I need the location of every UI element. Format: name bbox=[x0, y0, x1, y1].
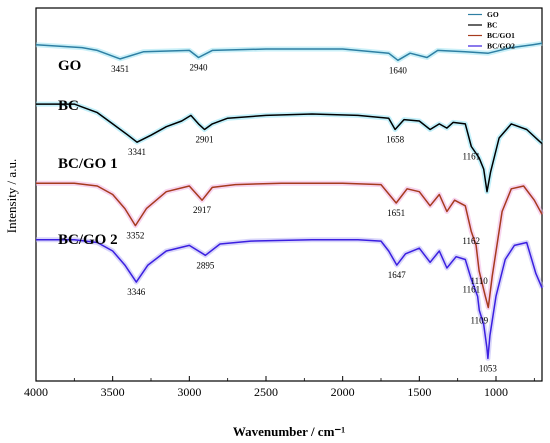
series-glow-bc-go2 bbox=[36, 237, 545, 361]
x-tick-label: 3000 bbox=[177, 385, 201, 399]
legend-label: BC/GO2 bbox=[487, 42, 515, 51]
series-label-bc-go1: BC/GO 1 bbox=[58, 156, 118, 172]
series-line-bc-go1 bbox=[36, 182, 543, 309]
x-tick-label: 2000 bbox=[331, 385, 355, 399]
x-tick-label: 1000 bbox=[484, 385, 508, 399]
peak-label: 2901 bbox=[196, 135, 214, 145]
series-label-bc-go2: BC/GO 2 bbox=[58, 232, 118, 248]
peak-label: 3451 bbox=[111, 64, 129, 74]
x-tick-label: 1500 bbox=[407, 385, 431, 399]
peak-label: 1640 bbox=[389, 65, 408, 75]
peak-label: 3346 bbox=[127, 287, 146, 297]
x-tick-label: 4000 bbox=[24, 385, 48, 399]
peak-label: 1162 bbox=[462, 236, 480, 246]
peak-label: 1161 bbox=[462, 284, 480, 294]
x-tick-label: 2500 bbox=[254, 385, 278, 399]
peak-label: 1658 bbox=[386, 135, 405, 145]
series-line-bc-go2 bbox=[36, 238, 543, 360]
peak-label: 2917 bbox=[193, 205, 212, 215]
x-axis-ticks: 4000 3500 3000 2500 2000 1500 1000 bbox=[24, 376, 535, 399]
peak-label: 1647 bbox=[388, 270, 407, 280]
peak-label: 2895 bbox=[196, 260, 215, 270]
peak-label: 1110 bbox=[470, 276, 488, 286]
x-axis-title: Wavenumber / cm⁻¹ bbox=[233, 424, 345, 439]
series-layer: GO BC BC/GO 1 BC/GO 2 bbox=[35, 40, 545, 361]
legend-label: BC bbox=[487, 21, 497, 30]
x-tick-label: 3500 bbox=[101, 385, 125, 399]
peak-label: 1651 bbox=[387, 208, 405, 218]
legend-label: GO bbox=[487, 10, 499, 19]
series-glow-bc bbox=[36, 101, 544, 195]
peak-label: 2940 bbox=[190, 62, 209, 72]
series-label-bc: BC bbox=[58, 98, 79, 114]
peak-label: 3352 bbox=[126, 231, 144, 241]
peak-label: 1053 bbox=[479, 363, 498, 373]
legend-label: BC/GO1 bbox=[487, 31, 515, 40]
plot-frame bbox=[35, 7, 543, 382]
series-line-go bbox=[35, 42, 543, 62]
peak-labels: 3451 2940 1640 3341 2901 1658 1161 3352 2917 1651… bbox=[111, 62, 497, 373]
y-axis-title: Intensity / a.u. bbox=[4, 159, 19, 233]
peak-label: 1109 bbox=[470, 315, 488, 325]
peak-label: 3341 bbox=[128, 147, 146, 157]
peak-label: 1161 bbox=[462, 151, 480, 161]
series-line-bc bbox=[36, 103, 543, 193]
series-label-go: GO bbox=[58, 58, 81, 74]
